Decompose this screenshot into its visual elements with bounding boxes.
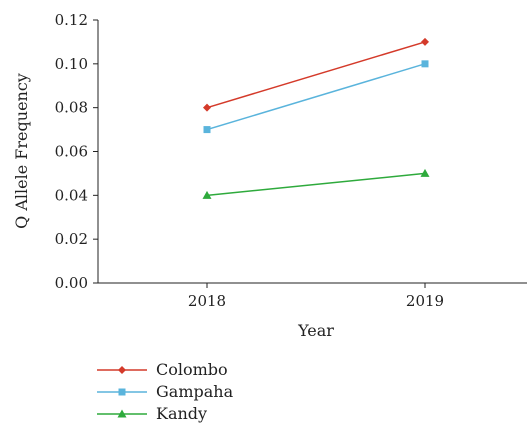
data-point-kandy	[202, 190, 212, 199]
y-tick-label: 0.08	[55, 99, 88, 117]
legend-marker-colombo	[118, 366, 126, 374]
series-gampaha	[203, 60, 429, 134]
data-point-gampaha	[421, 60, 429, 68]
y-tick-label: 0.12	[55, 11, 88, 29]
legend-label-kandy: Kandy	[156, 404, 207, 423]
legend-marker-gampaha	[118, 388, 126, 396]
chart-series	[202, 37, 430, 199]
y-tick-label: 0.06	[55, 143, 88, 161]
legend-label-gampaha: Gampaha	[156, 382, 234, 401]
data-point-gampaha	[203, 126, 211, 134]
x-tick-label: 2019	[406, 292, 444, 310]
data-point-colombo	[421, 37, 429, 46]
series-kandy	[202, 168, 430, 199]
y-tick-label: 0.04	[55, 186, 88, 204]
series-line-colombo	[206, 41, 426, 109]
chart-axes: 0.00 0.02 0.04 0.06 0.08 0.10 0.12 2018 2019 Year…	[12, 11, 527, 340]
legend-label-colombo: Colombo	[156, 360, 228, 379]
legend-item-colombo: Colombo	[97, 360, 228, 379]
legend-marker-kandy	[117, 409, 127, 418]
chart-legend: Colombo Gampaha Kandy	[97, 360, 234, 423]
x-axis-title: Year	[297, 321, 334, 340]
y-axis-title: Q Allele Frequency	[12, 73, 31, 229]
y-tick-label: 0.02	[55, 230, 88, 248]
y-tick-label: 0.10	[55, 55, 88, 73]
legend-item-kandy: Kandy	[97, 404, 207, 423]
data-point-kandy	[420, 168, 430, 177]
x-tick-label: 2018	[188, 292, 226, 310]
series-line-gampaha	[206, 63, 426, 131]
legend-item-gampaha: Gampaha	[97, 382, 234, 401]
series-line-kandy	[206, 172, 426, 197]
y-tick-label: 0.00	[55, 274, 88, 292]
series-colombo	[203, 37, 429, 112]
data-point-colombo	[203, 103, 211, 112]
